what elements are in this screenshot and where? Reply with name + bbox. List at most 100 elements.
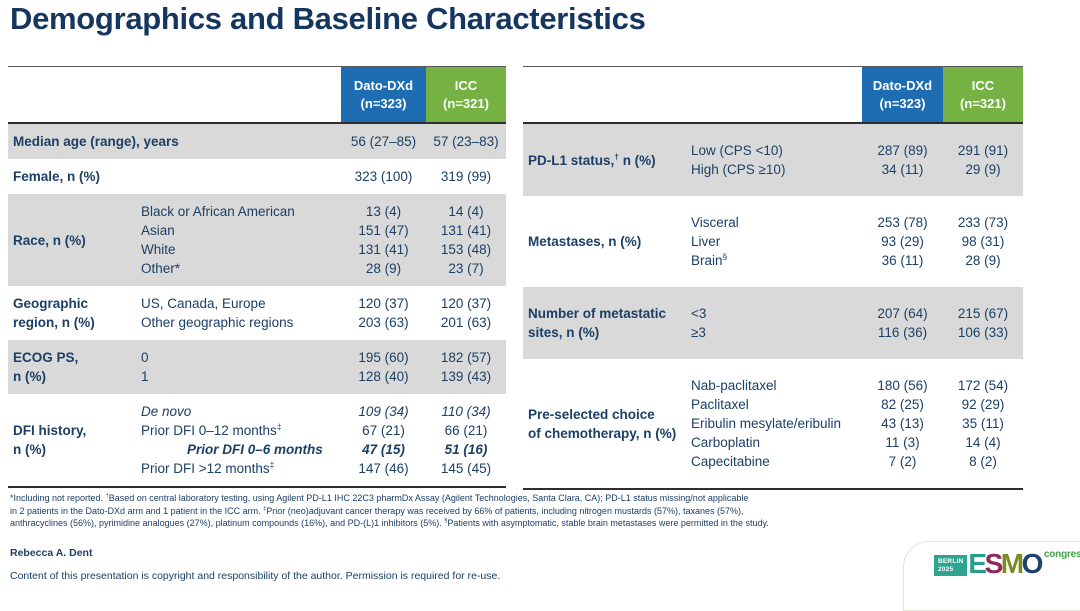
value-cell-icc: 172 (54) 92 (29) 35 (11) 14 (4) 8 (2) [957, 378, 1009, 469]
value-cell-icc: 110 (34) 66 (21) 51 (16) 145 (45) [440, 404, 492, 476]
category-label: De novo [141, 404, 192, 419]
esmo-letter: E [968, 548, 987, 579]
category-label: Prior DFI 0–12 months‡ [141, 421, 282, 438]
category-label: Asian [141, 223, 175, 238]
category-label: Paclitaxel [691, 397, 749, 412]
category-label: 0 [141, 350, 149, 365]
table-row: Number of metastatic sites, n (%) <3 ≥3 207 … [523, 287, 1023, 359]
value-cell-dato-dxd: 323 (100) [354, 169, 413, 184]
esmo-letter: S [984, 548, 1004, 579]
table-row: ECOG PS, n (%) 0 1 195 (60) 128 (40) 182 (57) 1… [8, 340, 506, 394]
table-row: DFI history, n (%) De novo Prior DFI 0–12 m… [8, 394, 506, 486]
category-label: ≥3 [691, 325, 706, 340]
value-cell-dato-dxd: 109 (34) 67 (21) 47 (15) 147 (46) [358, 404, 409, 476]
table-row: Pre-selected choice of chemotherapy, n (%… [523, 359, 1023, 488]
value-cell-dato-dxd: 207 (64) 116 (36) [877, 306, 928, 340]
category-label: Brain§ [691, 251, 728, 268]
category-column: US, Canada, Europe Other geographic regio… [141, 294, 341, 332]
header-spacer [523, 67, 862, 122]
row-label: PD-L1 status,† n (%) [528, 151, 656, 168]
category-label: Carboplatin [691, 435, 761, 450]
category-column: Nab-paclitaxel Paclitaxel Eribulin mesylat… [691, 376, 862, 471]
table-row: Female, n (%) 323 (100) 319 (99) [8, 159, 506, 194]
copyright-note: Content of this presentation is copyrigh… [10, 570, 501, 582]
footnote-line: *Including not reported. †Based on centr… [10, 493, 749, 503]
category-column: <3 ≥3 [691, 304, 862, 342]
table-row: Race, n (%) Black or African American Asia… [8, 194, 506, 286]
category-column: Visceral Liver Brain§ [691, 213, 862, 270]
category-label: Black or African American [141, 204, 295, 219]
esmo-wordmark: ESMO [968, 548, 1044, 579]
value-cell-icc: 291 (91) 29 (9) [957, 143, 1009, 177]
demographics-table-left: Dato-DXd (n=323) ICC (n=321) Median age (ran… [8, 66, 506, 488]
category-label: Liver [691, 234, 721, 249]
table-row: Geographic region, n (%) US, Canada, Europ… [8, 286, 506, 340]
value-cell-dato-dxd: 287 (89) 34 (11) [877, 143, 928, 177]
esmo-letter: O [1021, 548, 1044, 579]
footnote-line: in 2 patients in the Dato-DXd arm and 1 … [10, 505, 744, 516]
value-cell-icc: 182 (57) 139 (43) [440, 350, 492, 384]
row-label: Median age (range), years [13, 134, 179, 149]
value-cell-icc: 233 (73) 98 (31) 28 (9) [957, 215, 1009, 268]
category-column: De novo Prior DFI 0–12 months‡ Prior DFI 0… [141, 402, 341, 478]
category-label: White [141, 242, 176, 257]
category-label: Prior DFI 0–6 months [187, 442, 323, 457]
category-label: Other geographic regions [141, 315, 294, 330]
esmo-letter: M [1000, 548, 1024, 579]
row-label: DFI history, n (%) [13, 423, 87, 457]
value-cell-dato-dxd: 195 (60) 128 (40) [358, 350, 409, 384]
congress-label: congress [1043, 549, 1080, 560]
value-cell-icc: 319 (99) [440, 169, 492, 184]
category-label: Eribulin mesylate/eribulin [691, 416, 842, 431]
table-row: Metastases, n (%) Visceral Liver Brain§ 253 … [523, 196, 1023, 287]
table-body: PD-L1 status,† n (%) Low (CPS <10) High (C… [523, 124, 1023, 490]
table-row: Median age (range), years 56 (27–85) 57 (2… [8, 124, 506, 159]
row-label: Female, n (%) [13, 169, 101, 184]
value-cell-icc: 120 (37) 201 (63) [440, 296, 492, 330]
value-cell-icc: 215 (67) 106 (33) [957, 306, 1009, 340]
value-cell-dato-dxd: 120 (37) 203 (63) [358, 296, 409, 330]
category-label: Other* [141, 261, 181, 276]
value-cell-dato-dxd: 253 (78) 93 (29) 36 (11) [877, 215, 928, 268]
value-cell-icc: 14 (4) 131 (41) 153 (48) 23 (7) [440, 204, 492, 276]
value-cell-dato-dxd: 56 (27–85) [350, 134, 417, 149]
row-label: ECOG PS, n (%) [13, 350, 79, 384]
category-label: Low (CPS <10) [691, 143, 783, 158]
category-column: Black or African American Asian White Other… [141, 202, 341, 278]
author-name: Rebecca A. Dent [10, 547, 93, 559]
row-label: Pre-selected choice of chemotherapy, n (%… [528, 406, 677, 441]
table-header-row: Dato-DXd (n=323) ICC (n=321) [523, 67, 1023, 124]
footnotes: *Including not reported. †Based on centr… [10, 492, 1072, 530]
category-label: <3 [691, 306, 707, 321]
column-header-dato-dxd: Dato-DXd (n=323) [341, 67, 426, 122]
header-spacer [8, 67, 341, 122]
berlin-2025-badge: BERLIN 2025 [934, 555, 968, 576]
row-label: Race, n (%) [13, 232, 86, 248]
category-label: 1 [141, 369, 149, 384]
category-column: Low (CPS <10) High (CPS ≥10) [691, 141, 862, 179]
category-label: Visceral [691, 215, 739, 230]
category-label: High (CPS ≥10) [691, 162, 786, 177]
table-row: PD-L1 status,† n (%) Low (CPS <10) High (C… [523, 124, 1023, 196]
value-cell-icc: 57 (23–83) [433, 134, 499, 149]
table-header-row: Dato-DXd (n=323) ICC (n=321) [8, 67, 506, 124]
category-label: Prior DFI >12 months‡ [141, 459, 275, 476]
row-label: Geographic region, n (%) [13, 296, 95, 330]
footnote-line: anthracyclines (56%), pyrimidine analogu… [10, 518, 769, 528]
category-label: Nab-paclitaxel [691, 378, 777, 393]
column-header-icc: ICC (n=321) [943, 67, 1023, 122]
page-title: Demographics and Baseline Characteristic… [10, 1, 646, 36]
column-header-dato-dxd: Dato-DXd (n=323) [862, 67, 943, 122]
value-cell-dato-dxd: 180 (56) 82 (25) 43 (13) 11 (3) 7 (2) [877, 378, 928, 469]
row-label: Number of metastatic sites, n (%) [528, 306, 667, 340]
row-label: Metastases, n (%) [528, 234, 642, 249]
table-body: Median age (range), years 56 (27–85) 57 (2… [8, 124, 506, 488]
column-header-icc: ICC (n=321) [426, 67, 506, 122]
category-label: US, Canada, Europe [141, 296, 266, 311]
demographics-table-right: Dato-DXd (n=323) ICC (n=321) PD-L1 status,† … [523, 66, 1023, 490]
category-label: Capecitabine [691, 454, 770, 469]
value-cell-dato-dxd: 13 (4) 151 (47) 131 (41) 28 (9) [358, 204, 409, 276]
